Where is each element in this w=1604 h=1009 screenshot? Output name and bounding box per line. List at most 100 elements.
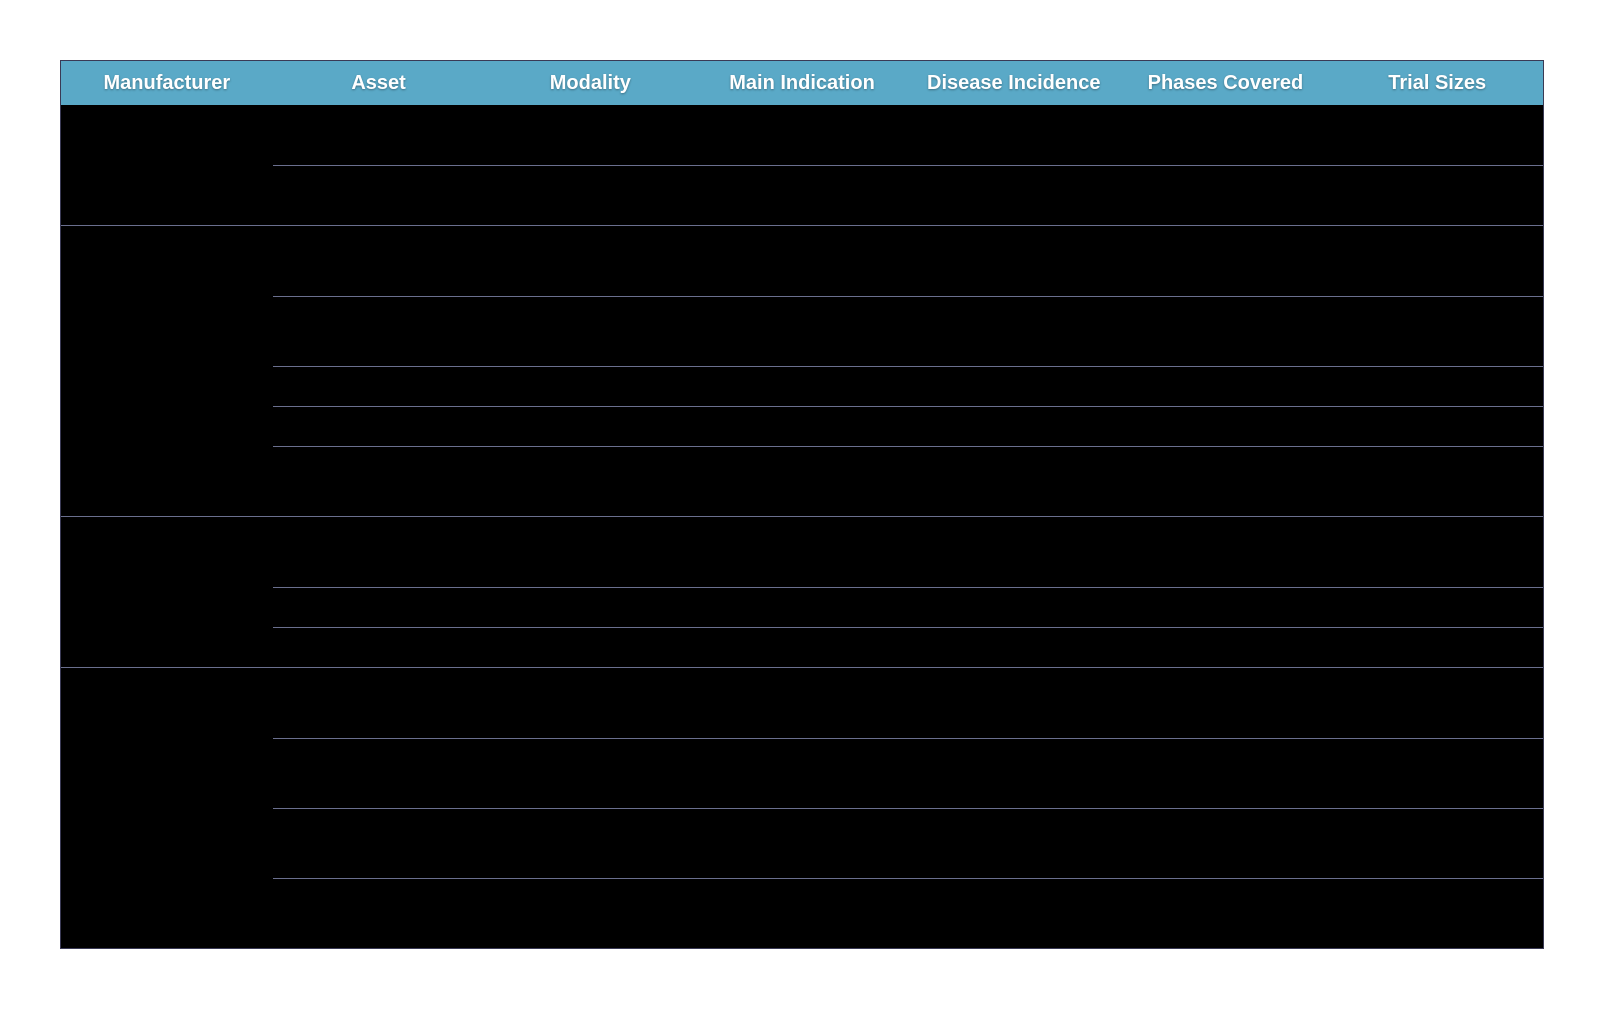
cell-modality <box>484 668 696 738</box>
manufacturer-cell <box>61 668 273 948</box>
cell-asset <box>273 297 485 366</box>
col-indication: Main Indication <box>696 61 908 105</box>
manufacturer-block <box>61 225 1543 516</box>
cell-modality <box>484 407 696 446</box>
cell-modality <box>484 105 696 165</box>
cell-modality <box>484 588 696 627</box>
cell-incidence <box>908 628 1120 667</box>
cell-indication <box>696 166 908 225</box>
cell-modality <box>484 809 696 878</box>
manufacturer-block <box>61 105 1543 225</box>
cell-phases <box>1120 628 1332 667</box>
cell-phases <box>1120 226 1332 296</box>
manufacturer-block <box>61 516 1543 667</box>
cell-asset <box>273 226 485 296</box>
cell-incidence <box>908 105 1120 165</box>
cell-sizes <box>1331 879 1543 948</box>
cell-phases <box>1120 879 1332 948</box>
cell-phases <box>1120 166 1332 225</box>
cell-sizes <box>1331 447 1543 516</box>
cell-asset <box>273 166 485 225</box>
cell-indication <box>696 105 908 165</box>
cell-indication <box>696 226 908 296</box>
cell-sizes <box>1331 628 1543 667</box>
table-row <box>273 165 1543 225</box>
cell-indication <box>696 628 908 667</box>
cell-incidence <box>908 367 1120 406</box>
cell-asset <box>273 588 485 627</box>
cell-sizes <box>1331 517 1543 587</box>
table-row <box>273 226 1543 296</box>
pipeline-table: Manufacturer Asset Modality Main Indicat… <box>60 60 1544 949</box>
table-row <box>273 668 1543 738</box>
cell-indication <box>696 879 908 948</box>
table-row <box>273 366 1543 406</box>
cell-modality <box>484 739 696 808</box>
cell-sizes <box>1331 226 1543 296</box>
cell-phases <box>1120 407 1332 446</box>
cell-sizes <box>1331 297 1543 366</box>
cell-phases <box>1120 297 1332 366</box>
cell-asset <box>273 879 485 948</box>
asset-rows <box>273 668 1543 948</box>
cell-asset <box>273 517 485 587</box>
cell-incidence <box>908 668 1120 738</box>
cell-modality <box>484 297 696 366</box>
manufacturer-cell <box>61 105 273 225</box>
manufacturer-cell <box>61 226 273 516</box>
cell-phases <box>1120 668 1332 738</box>
table-row <box>273 587 1543 627</box>
cell-indication <box>696 297 908 366</box>
cell-incidence <box>908 226 1120 296</box>
table-row <box>273 406 1543 446</box>
col-incidence: Disease Incidence <box>908 61 1120 105</box>
table-body <box>61 105 1543 948</box>
cell-sizes <box>1331 105 1543 165</box>
asset-rows <box>273 105 1543 225</box>
cell-sizes <box>1331 367 1543 406</box>
cell-sizes <box>1331 588 1543 627</box>
cell-incidence <box>908 588 1120 627</box>
table-row <box>273 738 1543 808</box>
cell-incidence <box>908 407 1120 446</box>
cell-phases <box>1120 447 1332 516</box>
cell-incidence <box>908 447 1120 516</box>
cell-incidence <box>908 166 1120 225</box>
col-asset: Asset <box>273 61 485 105</box>
col-sizes: Trial Sizes <box>1331 61 1543 105</box>
cell-asset <box>273 367 485 406</box>
col-modality: Modality <box>484 61 696 105</box>
cell-incidence <box>908 517 1120 587</box>
cell-modality <box>484 166 696 225</box>
cell-indication <box>696 739 908 808</box>
cell-indication <box>696 809 908 878</box>
cell-indication <box>696 668 908 738</box>
cell-modality <box>484 226 696 296</box>
cell-phases <box>1120 517 1332 587</box>
cell-modality <box>484 367 696 406</box>
cell-modality <box>484 447 696 516</box>
cell-phases <box>1120 739 1332 808</box>
table-row <box>273 808 1543 878</box>
cell-sizes <box>1331 809 1543 878</box>
table-row <box>273 446 1543 516</box>
table-header: Manufacturer Asset Modality Main Indicat… <box>61 61 1543 105</box>
cell-indication <box>696 588 908 627</box>
cell-phases <box>1120 367 1332 406</box>
cell-asset <box>273 447 485 516</box>
cell-incidence <box>908 809 1120 878</box>
cell-phases <box>1120 105 1332 165</box>
asset-rows <box>273 226 1543 516</box>
col-manufacturer: Manufacturer <box>61 61 273 105</box>
cell-sizes <box>1331 166 1543 225</box>
table-row <box>273 517 1543 587</box>
cell-phases <box>1120 588 1332 627</box>
cell-incidence <box>908 739 1120 808</box>
cell-indication <box>696 447 908 516</box>
cell-asset <box>273 105 485 165</box>
table-row <box>273 296 1543 366</box>
manufacturer-block <box>61 667 1543 948</box>
table-row <box>273 627 1543 667</box>
table-row <box>273 878 1543 948</box>
cell-asset <box>273 668 485 738</box>
